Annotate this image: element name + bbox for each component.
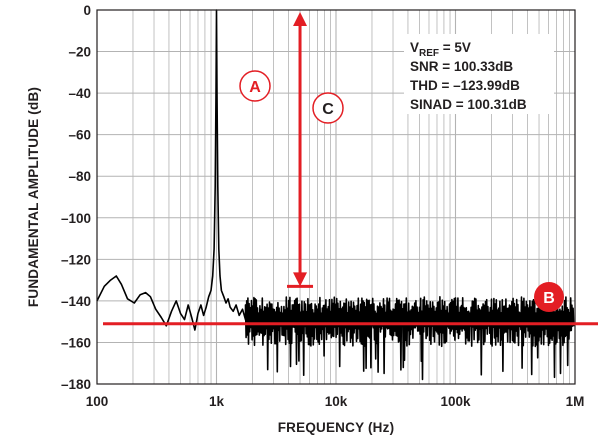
marker-a-letter: A [249, 79, 261, 96]
marker-a-ring [239, 70, 271, 102]
x-tick-label: 1k [209, 394, 225, 409]
legend-line: THD = –123.99dB [410, 78, 520, 93]
annotations: A C B [103, 12, 598, 326]
y-tick-label: –160 [61, 335, 91, 350]
x-axis-title: FREQUENCY (Hz) [278, 420, 395, 435]
legend-line: SNR = 100.33dB [410, 59, 513, 74]
c-arrow-head-up [293, 12, 308, 26]
marker-b-disc [534, 282, 564, 312]
y-tick-label: –60 [68, 128, 91, 143]
y-tick-label: –180 [61, 377, 91, 392]
x-axis-ticks: 100 1k 10k 100k 1M [86, 394, 585, 409]
y-tick-label: –120 [61, 252, 91, 267]
y-tick-label: –80 [68, 169, 91, 184]
spectrum-line [96, 9, 575, 381]
marker-a: A [239, 70, 271, 102]
y-tick-label: 0 [83, 3, 91, 18]
spectrum-series [96, 9, 575, 381]
legend-line: VREF = 5V [410, 40, 471, 59]
marker-c-letter: C [322, 101, 334, 118]
legend-background [404, 34, 554, 114]
marker-b: B [534, 282, 564, 312]
y-axis-ticks: 0 –20 –40 –60 –80 –100 –120 –140 –160 –180 [61, 3, 91, 392]
plot-frame [96, 9, 576, 385]
y-tick-label: –100 [61, 211, 91, 226]
marker-c: C [312, 92, 344, 124]
x-tick-label: 10k [325, 394, 348, 409]
y-tick-label: –140 [61, 294, 91, 309]
x-tick-label: 100 [86, 394, 109, 409]
y-axis-title: FUNDAMENTAL AMPLITUDE (dB) [26, 87, 41, 307]
marker-c-ring [312, 92, 344, 124]
y-tick-label: –20 [68, 45, 91, 60]
x-tick-label: 100k [440, 394, 471, 409]
c-arrow-head-down [293, 272, 308, 287]
marker-b-letter: B [543, 290, 555, 307]
y-tick-label: –40 [68, 86, 91, 101]
x-tick-label: 1M [566, 394, 585, 409]
legend-line: SINAD = 100.31dB [410, 97, 527, 112]
